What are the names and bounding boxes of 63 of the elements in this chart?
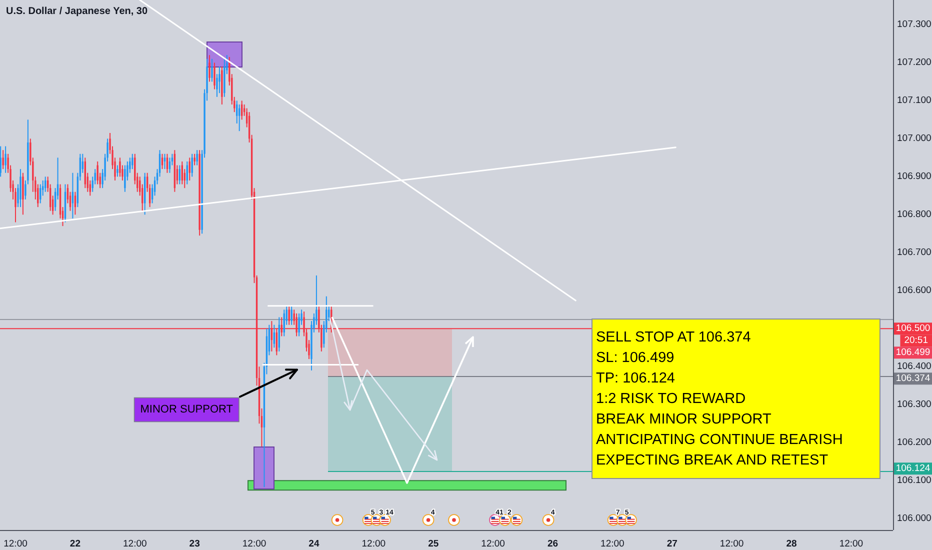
- x-tick-label: 28: [786, 538, 797, 550]
- annotation: ANTICIPATING CONTINUE BEARISH: [596, 432, 843, 448]
- y-tick-label: 106.200: [897, 437, 932, 448]
- x-tick-label: 12:00: [839, 538, 864, 550]
- y-tick-label: 107.200: [897, 57, 932, 68]
- x-tick-label: 12:00: [123, 538, 147, 550]
- candlestick: [20, 168, 22, 208]
- x-tick-label: 12:00: [362, 538, 386, 550]
- y-tick-label: 106.300: [897, 399, 932, 410]
- y-tick-label: 106.800: [897, 209, 932, 220]
- y-tick-label: 106.400: [897, 361, 932, 372]
- y-tick-label: 106.700: [897, 247, 932, 258]
- x-tick-label: 12:00: [242, 538, 266, 550]
- candlestick: [208, 54, 210, 82]
- x-tick-label: 23: [189, 538, 200, 550]
- ref-line-label: 106.374: [896, 373, 930, 384]
- annotation: 1:2 RISK TO REWARD: [596, 390, 746, 407]
- y-tick-label: 107.100: [897, 95, 932, 106]
- candlestick: [132, 153, 134, 170]
- x-tick-label: 24: [308, 538, 320, 550]
- candlestick: [214, 62, 216, 90]
- y-tick-label: 107.000: [897, 133, 932, 144]
- annotation: SL: 106.499: [596, 350, 674, 366]
- candlestick: [2, 150, 4, 170]
- annotation: SELL STOP AT 106.374: [596, 329, 751, 346]
- text: U.S. Dollar / Japanese Yen, 30: [6, 6, 148, 17]
- candlestick: [96, 160, 98, 185]
- x-tick-label: 12:00: [4, 538, 28, 550]
- candlestick: [211, 58, 213, 82]
- candlestick: [116, 164, 118, 178]
- x-tick-label: 12:00: [720, 538, 744, 550]
- x-tick-label: 12:00: [600, 538, 624, 550]
- candlestick: [124, 164, 126, 192]
- candlestick: [218, 66, 220, 94]
- candlestick: [119, 157, 121, 178]
- candlestick: [290, 305, 292, 326]
- candlestick: [4, 146, 6, 174]
- candlestick: [288, 305, 290, 326]
- y-tick-label: 107.300: [897, 19, 932, 30]
- annotation: TP: 106.124: [596, 370, 675, 386]
- candlestick: [191, 153, 193, 178]
- x-tick-label: 25: [428, 538, 440, 550]
- x-tick-label: 12:00: [481, 538, 505, 550]
- text: 20:51: [904, 335, 928, 346]
- candlestick: [22, 172, 24, 216]
- x-tick-label: 22: [70, 538, 80, 550]
- candlestick: [196, 150, 198, 166]
- y-tick-label: 106.000: [897, 513, 932, 524]
- ref-line-label: 106.124: [896, 463, 930, 474]
- candlestick: [161, 153, 164, 170]
- y-tick-label: 106.900: [897, 171, 932, 182]
- x-tick-label: 26: [547, 538, 558, 550]
- annotation: 106.499: [896, 347, 930, 358]
- y-tick-label: 106.600: [897, 285, 932, 296]
- annotation: BREAK MINOR SUPPORT: [596, 411, 772, 428]
- y-tick-label: 106.100: [897, 475, 932, 486]
- annotation: EXPECTING BREAK AND RETEST: [596, 452, 828, 468]
- annotation: MINOR SUPPORT: [140, 404, 234, 416]
- ref-line-label: 106.500: [896, 323, 930, 334]
- candlestick: [194, 153, 196, 166]
- candlestick: [298, 312, 300, 337]
- x-tick-label: 27: [666, 538, 678, 550]
- candlestick: [164, 153, 166, 170]
